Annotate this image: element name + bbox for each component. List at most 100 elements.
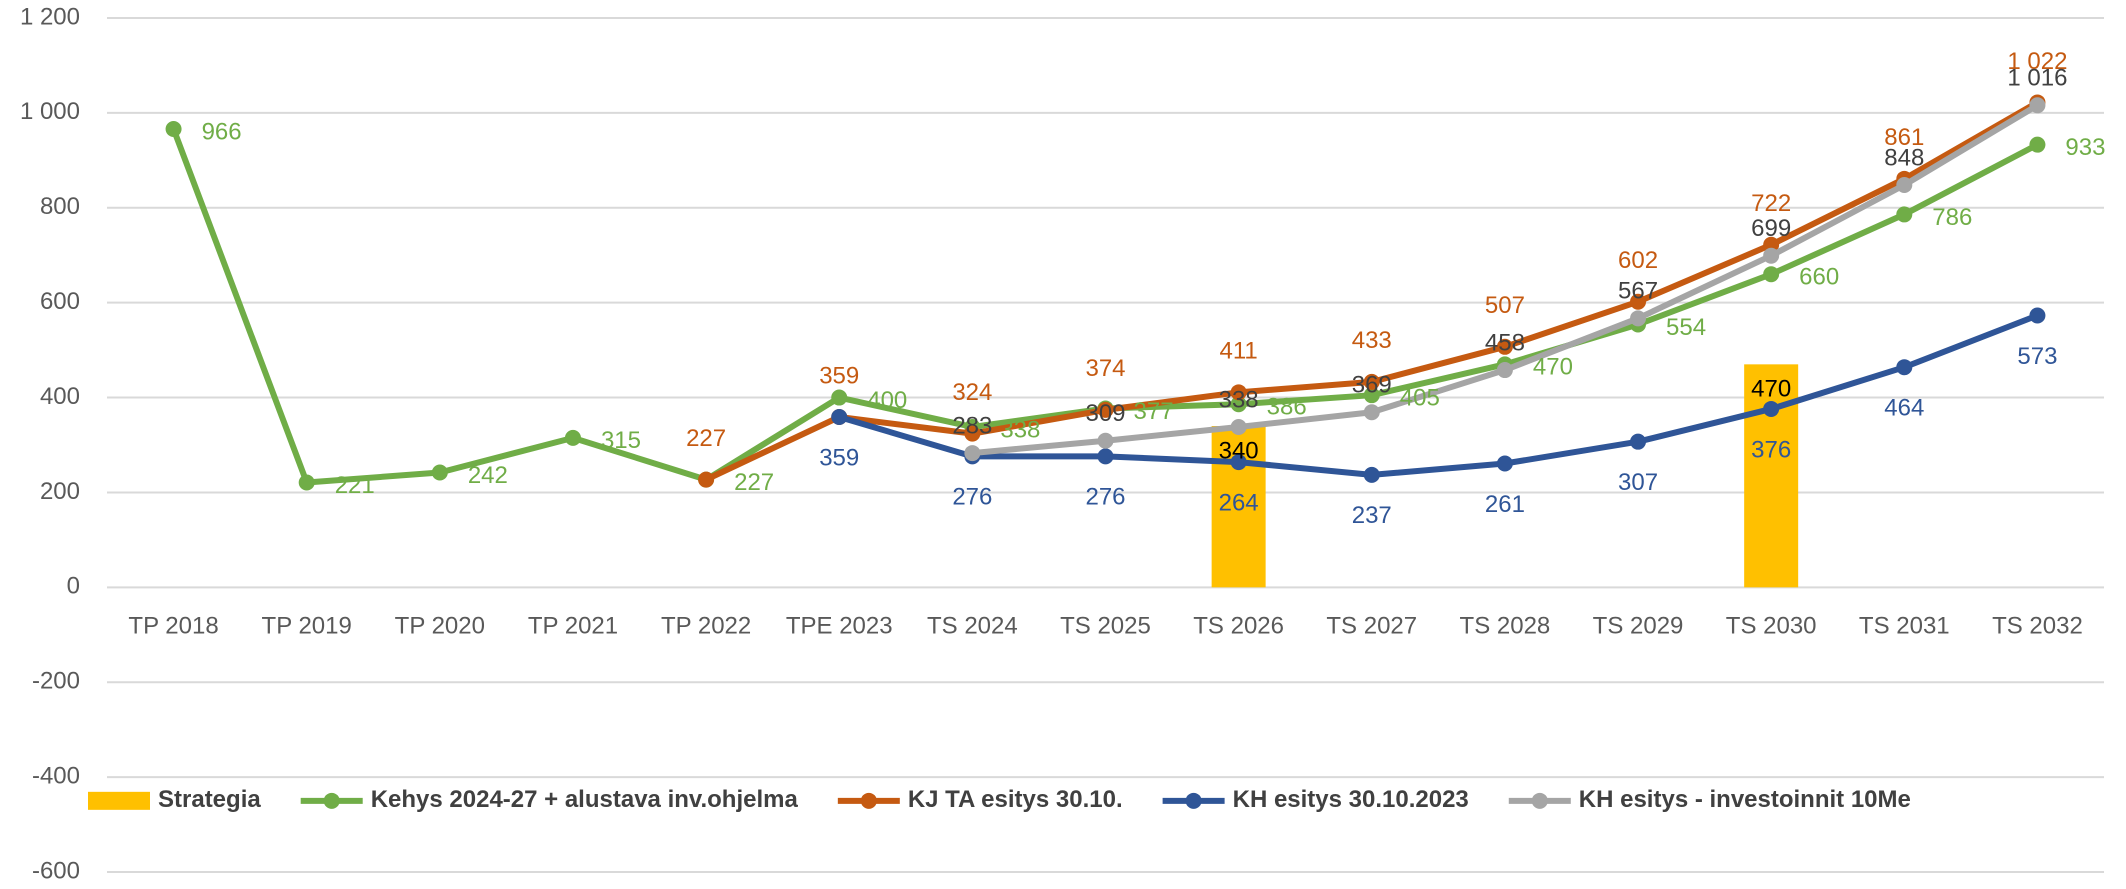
data-label: 359 [819, 362, 859, 389]
legend-label: Strategia [158, 786, 261, 813]
point [1097, 432, 1114, 449]
x-tick-label: TS 2032 [1992, 613, 2083, 640]
data-label: 405 [1400, 385, 1440, 412]
point [1496, 338, 1513, 355]
point [2029, 97, 2046, 114]
data-label: 221 [335, 472, 375, 499]
legend-swatch [1531, 792, 1548, 809]
data-label: 966 [202, 118, 242, 145]
point [1363, 373, 1380, 390]
data-label: 411 [1220, 338, 1258, 365]
data-label: 786 [1932, 204, 1972, 231]
series-line [838, 312, 2039, 478]
data-label: 227 [734, 469, 774, 496]
bar [1211, 426, 1266, 588]
point [1097, 448, 1114, 465]
point [1363, 387, 1380, 404]
data-label: 1 022 [2007, 48, 2067, 75]
point [1763, 400, 1780, 417]
data-label: 264 [1219, 489, 1259, 516]
point [964, 445, 981, 462]
legend-label: KJ TA esitys 30.10. [908, 786, 1123, 813]
x-tick-label: TPE 2023 [786, 613, 893, 640]
point [1230, 384, 1247, 401]
y-tick-label: 0 [67, 573, 80, 600]
x-tick-label: TS 2026 [1193, 613, 1284, 640]
series-line [972, 102, 2039, 457]
point [1230, 418, 1247, 435]
data-label: 377 [1134, 398, 1174, 425]
point [964, 425, 981, 442]
y-tick-label: 600 [40, 288, 80, 315]
data-label: 400 [867, 387, 907, 414]
x-tick-label: TP 2019 [262, 613, 352, 640]
legend-swatch [323, 792, 340, 809]
x-tick-label: TP 2018 [128, 613, 218, 640]
y-tick-label: -600 [32, 857, 80, 884]
y-tick-label: -400 [32, 762, 80, 789]
data-label: 722 [1751, 190, 1791, 217]
point [1363, 404, 1380, 421]
x-tick-label: TS 2030 [1726, 613, 1817, 640]
data-label: 376 [1751, 436, 1791, 463]
x-tick-label: TS 2028 [1460, 613, 1551, 640]
legend-label: KH esitys - investoinnit 10Me [1579, 786, 1911, 813]
point [1230, 454, 1247, 471]
point [431, 464, 448, 481]
data-label: 338 [1000, 416, 1040, 443]
x-tick-label: TP 2020 [395, 613, 485, 640]
data-label: 261 [1485, 491, 1525, 518]
data-label: 458 [1485, 329, 1525, 356]
data-label: 660 [1799, 264, 1839, 291]
y-tick-label: 200 [40, 478, 80, 505]
data-label: 433 [1352, 327, 1392, 354]
data-label: 567 [1618, 278, 1658, 305]
point [1363, 466, 1380, 483]
point [2029, 136, 2046, 153]
data-label: 386 [1267, 394, 1307, 421]
data-label: 554 [1666, 314, 1706, 341]
x-tick-label: TS 2027 [1326, 613, 1417, 640]
data-label: 227 [686, 425, 726, 452]
point [165, 121, 182, 138]
legend-swatch [1185, 792, 1202, 809]
data-label: 374 [1085, 355, 1125, 382]
point [1496, 362, 1513, 379]
point [698, 471, 715, 488]
legend-swatch [88, 791, 150, 810]
point [1630, 293, 1647, 310]
data-label: 699 [1751, 215, 1791, 242]
series-line [704, 99, 2039, 483]
data-label: 507 [1485, 292, 1525, 319]
point [1896, 359, 1913, 376]
data-label: 861 [1884, 124, 1924, 151]
point [1896, 206, 1913, 223]
data-label: 315 [601, 427, 641, 454]
legend-label: Kehys 2024-27 + alustava inv.ohjelma [371, 786, 799, 813]
data-label: 1 016 [2007, 65, 2067, 92]
point [2029, 307, 2046, 324]
data-label: 848 [1884, 144, 1924, 171]
data-label: 237 [1352, 502, 1392, 529]
data-label: 369 [1352, 372, 1392, 399]
y-tick-label: 1 000 [20, 98, 80, 125]
data-label: 324 [952, 379, 992, 406]
x-tick-label: TS 2025 [1060, 613, 1151, 640]
data-label: 276 [952, 484, 992, 511]
y-tick-label: 400 [40, 383, 80, 410]
point [564, 429, 581, 446]
data-label: 602 [1618, 247, 1658, 274]
data-label: 276 [1085, 484, 1125, 511]
point [1097, 401, 1114, 418]
point [1630, 433, 1647, 450]
point [298, 474, 315, 491]
data-label: 283 [952, 412, 992, 439]
x-tick-label: TS 2029 [1593, 613, 1684, 640]
legend-label: KH esitys 30.10.2023 [1233, 786, 1469, 813]
data-label: 573 [2017, 343, 2057, 370]
y-tick-label: 800 [40, 193, 80, 220]
y-tick-label: 1 200 [20, 3, 80, 30]
data-label: 464 [1884, 395, 1924, 422]
x-tick-label: TS 2024 [927, 613, 1018, 640]
